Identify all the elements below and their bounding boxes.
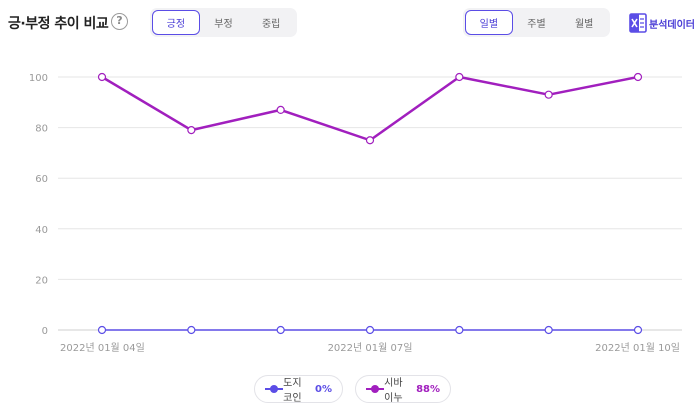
period-toggle: 일별 주별 월별 <box>463 8 610 37</box>
chart-header: 긍·부정 추이 비교 ? 긍정 부정 중립 일별 주별 월별 분석데이터 <box>0 0 700 46</box>
y-tick-label: 60 <box>35 174 48 185</box>
y-tick-label: 100 <box>29 73 48 84</box>
data-point <box>633 325 643 335</box>
data-point <box>455 325 464 335</box>
series-line <box>101 75 639 142</box>
legend-label: 도지코인 <box>283 378 302 404</box>
y-tick-label: 40 <box>35 225 48 236</box>
data-point <box>365 136 375 145</box>
legend-item-dogecoin[interactable]: 도지코인 0% <box>254 375 343 404</box>
legend-percent: 88% <box>416 383 440 395</box>
legend-marker-shibainu <box>366 384 384 394</box>
data-point <box>97 325 107 335</box>
x-tick-label: 2022년 01월 04일 <box>60 342 145 354</box>
data-point <box>633 72 643 82</box>
y-tick-label: 80 <box>35 124 48 135</box>
legend-label: 시바이누 <box>384 378 403 404</box>
data-point <box>455 72 464 82</box>
y-tick-label: 20 <box>35 275 48 286</box>
tab-positive[interactable]: 긍정 <box>152 10 200 35</box>
data-point <box>187 325 196 335</box>
tab-monthly[interactable]: 월별 <box>574 19 594 30</box>
tab-weekly[interactable]: 주별 <box>527 19 546 30</box>
export-label: 분석데이터 <box>649 19 695 31</box>
excel-file-icon <box>629 13 647 33</box>
tab-negative[interactable]: 부정 <box>214 19 233 30</box>
data-point <box>97 72 107 82</box>
legend-item-shibainu[interactable]: 시바이누 88% <box>355 375 451 404</box>
y-tick-label: 0 <box>42 326 48 337</box>
page-title: 긍·부정 추이 비교 <box>8 16 109 32</box>
x-tick-label: 2022년 01월 07일 <box>328 342 413 354</box>
legend-percent: 0% <box>315 383 332 395</box>
help-icon[interactable]: ? <box>111 13 128 30</box>
sentiment-trend-chart: 0 20 40 60 80 100 2022년 01월 04일 2022년 01월 07일 2… <box>29 72 682 354</box>
data-point <box>544 325 553 335</box>
legend-marker-dogecoin <box>265 384 283 394</box>
tab-neutral[interactable]: 중립 <box>261 19 281 30</box>
sentiment-toggle: 긍정 부정 중립 <box>150 8 297 37</box>
data-point <box>544 90 553 99</box>
data-point <box>187 126 196 135</box>
tab-daily[interactable]: 일별 <box>465 10 513 35</box>
data-point <box>276 105 285 114</box>
data-point <box>365 325 375 335</box>
export-data-button[interactable]: 분석데이터 <box>629 13 695 33</box>
x-tick-label: 2022년 01월 10일 <box>595 342 680 354</box>
data-point <box>276 325 285 335</box>
